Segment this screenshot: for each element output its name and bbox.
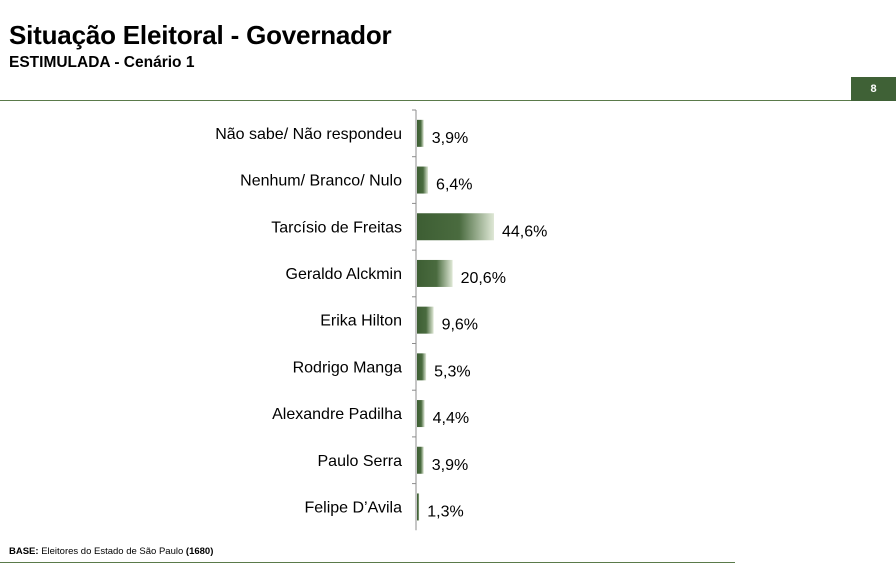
- base-count: (1680): [185, 546, 214, 557]
- bar: [417, 493, 420, 521]
- category-label: Felipe D’Avila: [304, 499, 402, 516]
- base-text: Eleitores do Estado de São Paulo: [38, 546, 186, 557]
- value-label: 1,3%: [427, 503, 463, 520]
- page-title: Situação Eleitoral - Governador: [9, 20, 392, 50]
- value-label: 5,3%: [434, 363, 470, 380]
- category-label: Rodrigo Manga: [293, 359, 403, 376]
- page-number-badge: 8: [851, 77, 896, 101]
- category-label: Não sabe/ Não respondeu: [215, 126, 402, 143]
- value-label: 4,4%: [433, 410, 469, 427]
- value-label: 3,9%: [432, 457, 468, 474]
- bar: [417, 119, 424, 147]
- value-label: 3,9%: [432, 130, 468, 147]
- base-label: BASE:: [9, 546, 39, 557]
- page-subtitle: ESTIMULADA - Cenário 1: [9, 54, 195, 71]
- footer-divider: [0, 562, 735, 563]
- category-label: Paulo Serra: [318, 453, 403, 470]
- value-label: 20,6%: [461, 270, 506, 287]
- header-divider: [0, 100, 896, 101]
- value-label: 6,4%: [436, 177, 472, 194]
- category-label: Tarcísio de Freitas: [271, 219, 402, 236]
- bar: [417, 166, 429, 194]
- value-label: 44,6%: [502, 223, 547, 240]
- bar: [417, 353, 427, 381]
- bar: [417, 259, 453, 287]
- bar: [417, 213, 494, 241]
- category-label: Nenhum/ Branco/ Nulo: [240, 173, 402, 190]
- category-label: Geraldo Alckmin: [286, 266, 403, 283]
- base-note: BASE: Eleitores do Estado de São Paulo (…: [9, 546, 213, 557]
- category-label: Alexandre Padilha: [272, 406, 402, 423]
- bar: [417, 400, 425, 428]
- bar: [417, 446, 424, 474]
- category-label: Erika Hilton: [320, 313, 402, 330]
- bar: [417, 306, 434, 334]
- value-label: 9,6%: [442, 317, 478, 334]
